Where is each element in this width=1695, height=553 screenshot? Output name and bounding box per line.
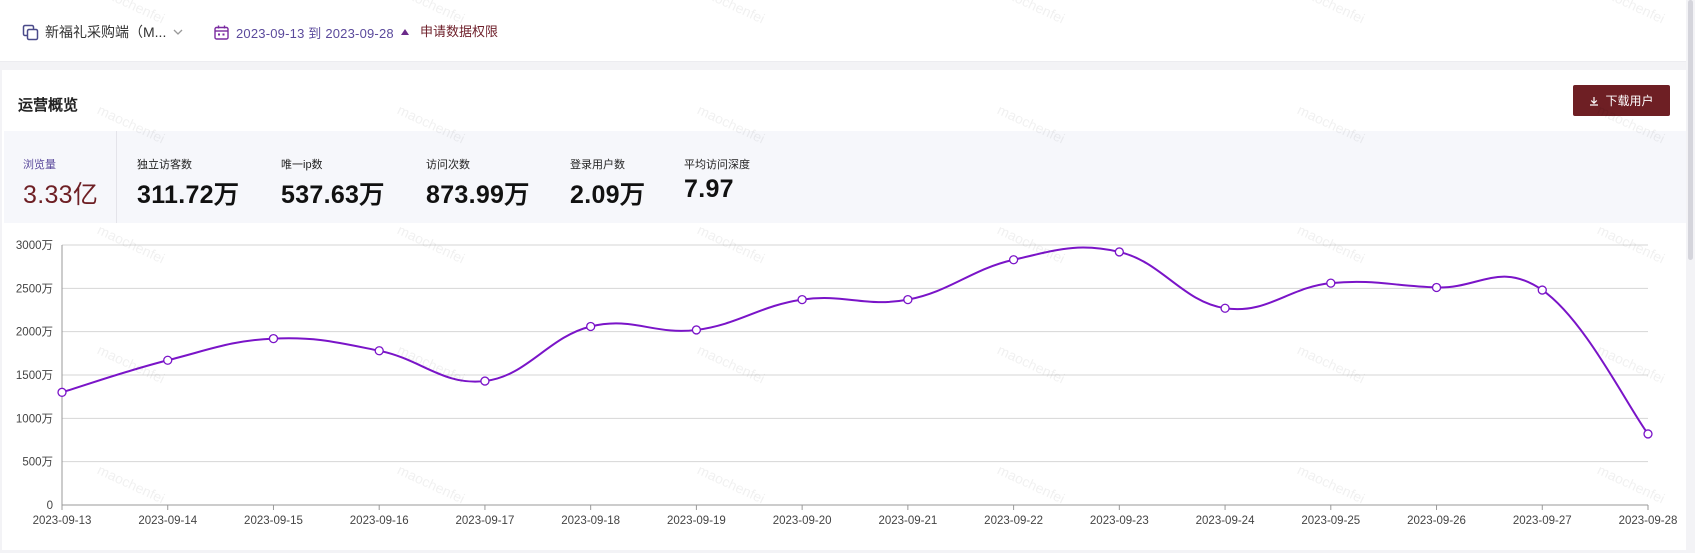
data-point (1114, 247, 1124, 257)
data-point (797, 294, 807, 305)
date-range-text: 2023-09-13 到 2023-09-28 (236, 25, 394, 41)
metric-label: 平均访问深度 (684, 159, 750, 171)
metric-page-views[interactable]: 浏览量 3.33亿 (4, 131, 117, 223)
data-point (374, 346, 384, 356)
data-point (1326, 278, 1336, 288)
data-point (1431, 282, 1442, 293)
top-filter-bar: 新福礼采购端（M... 2023-09-13 到 2023-09-28 申请数据… (0, 0, 1686, 62)
metric-unique-ips[interactable]: 唯一ip数 537.63万 (261, 131, 405, 223)
operations-overview-panel: 运营概览 下载用户 浏览量 3.33亿 独立访客数 311.72万 唯一ip数 … (2, 70, 1686, 550)
data-point (903, 294, 913, 305)
y-tick-label: 500万 (22, 457, 53, 469)
x-tick-label: 2023-09-23 (1090, 515, 1149, 527)
x-tick-label: 2023-09-16 (350, 515, 409, 527)
x-tick-label: 2023-09-20 (773, 515, 832, 527)
y-tick-label: 1500万 (16, 370, 53, 382)
x-tick-label: 2023-09-27 (1513, 515, 1572, 527)
series-line (61, 246, 1649, 435)
metric-label: 独立访客数 (137, 159, 192, 171)
metric-label: 访问次数 (426, 159, 470, 171)
y-tick-label: 3000万 (16, 240, 53, 252)
store-switch-icon (22, 24, 39, 40)
page-scrollbar[interactable] (1686, 0, 1695, 553)
metric-label: 登录用户数 (570, 159, 625, 171)
y-tick-label: 2500万 (16, 283, 53, 295)
download-users-label: 下载用户 (1605, 94, 1654, 108)
download-users-button[interactable]: 下载用户 (1573, 85, 1670, 116)
data-point (480, 376, 490, 386)
y-tick-label: 2000万 (16, 327, 53, 339)
data-point (1220, 303, 1230, 313)
metric-avg-visit-depth[interactable]: 平均访问深度 7.97 (664, 131, 804, 223)
data-point (163, 355, 173, 365)
x-tick-label: 2023-09-15 (244, 515, 303, 527)
x-tick-label: 2023-09-17 (456, 515, 515, 527)
data-point (691, 325, 702, 335)
store-selector[interactable]: 新福礼采购端（M... (22, 21, 184, 43)
y-tick-label: 1000万 (16, 413, 53, 425)
metric-label: 浏览量 (23, 159, 56, 171)
data-point (1008, 255, 1019, 265)
metric-visits[interactable]: 访问次数 873.99万 (405, 131, 549, 223)
x-tick-label: 2023-09-19 (667, 515, 726, 527)
date-range-picker[interactable]: 2023-09-13 到 2023-09-28 (214, 21, 416, 43)
download-icon (1590, 96, 1599, 106)
x-tick-label: 2023-09-14 (138, 515, 197, 527)
y-tick-label: 0 (47, 500, 53, 512)
x-tick-label: 2023-09-13 (33, 515, 92, 527)
chevron-down-icon (173, 29, 183, 35)
x-tick-label: 2023-09-21 (878, 515, 937, 527)
data-point (586, 321, 596, 332)
metric-value: 311.72万 (137, 181, 240, 209)
x-tick-label: 2023-09-22 (984, 515, 1043, 527)
metric-value: 7.97 (684, 175, 734, 203)
x-tick-label: 2023-09-18 (561, 515, 620, 527)
x-tick-label: 2023-09-28 (1619, 515, 1678, 527)
data-point (1537, 285, 1547, 295)
metric-value: 2.09万 (570, 181, 646, 209)
x-tick-label: 2023-09-25 (1301, 515, 1360, 527)
data-point (268, 333, 279, 344)
x-tick-label: 2023-09-26 (1407, 515, 1466, 527)
metric-value: 3.33亿 (23, 181, 99, 209)
data-point (57, 387, 67, 397)
calendar-icon (214, 25, 229, 40)
scrollbar-thumb[interactable] (1688, 0, 1693, 260)
caret-up-icon (400, 29, 409, 35)
panel-title: 运营概览 (18, 97, 79, 114)
metric-unique-visitors[interactable]: 独立访客数 311.72万 (117, 131, 261, 223)
metric-value: 873.99万 (426, 181, 530, 209)
data-point (1643, 429, 1653, 439)
metric-logged-in-users[interactable]: 登录用户数 2.09万 (549, 131, 664, 223)
store-selector-label: 新福礼采购端（M... (45, 24, 167, 40)
apply-data-permission-link[interactable]: 申请数据权限 (420, 24, 499, 39)
metric-value: 537.63万 (281, 181, 385, 209)
x-tick-label: 2023-09-24 (1196, 515, 1255, 527)
metric-label: 唯一ip数 (281, 159, 323, 171)
metrics-strip: 浏览量 3.33亿 独立访客数 311.72万 唯一ip数 537.63万 访问… (4, 131, 1686, 223)
